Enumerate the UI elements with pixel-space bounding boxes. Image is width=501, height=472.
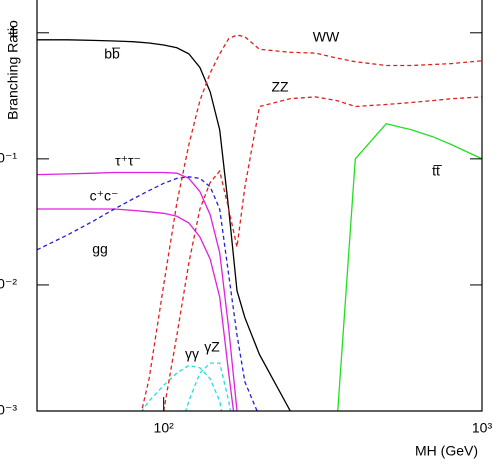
x-tick-label: 10² (154, 420, 175, 436)
series-label: γZ (204, 339, 220, 355)
series-line (140, 34, 482, 411)
series-line (140, 364, 223, 411)
series-line (337, 122, 482, 411)
series-label: WW (313, 29, 340, 45)
y-tick-label: 10⁻² (0, 276, 17, 292)
x-tick-label: 10³ (472, 420, 493, 436)
y-tick-label: 1 (9, 23, 17, 39)
x-axis-label: MH (GeV) (415, 443, 478, 459)
series-line (37, 171, 238, 411)
axes (36, 0, 483, 412)
series-label: bb̅ (104, 46, 121, 62)
y-tick-label: 10⁻³ (0, 402, 17, 418)
series-line (185, 362, 232, 411)
series-label: gg (92, 241, 108, 257)
series-line (37, 208, 235, 411)
series-label: ZZ (271, 79, 289, 95)
series-label: τ⁺τ⁻ (115, 153, 141, 169)
series-label: c⁺c⁻ (90, 188, 119, 204)
series-line (37, 176, 258, 411)
y-axis-label: Branching Ratio (5, 20, 21, 120)
plot-area (37, 34, 482, 411)
series-line (163, 96, 482, 411)
series-label: γγ (185, 346, 199, 362)
series-line (37, 39, 291, 411)
y-tick-label: 10⁻¹ (0, 150, 17, 166)
series-label: tt̅ (432, 163, 443, 179)
